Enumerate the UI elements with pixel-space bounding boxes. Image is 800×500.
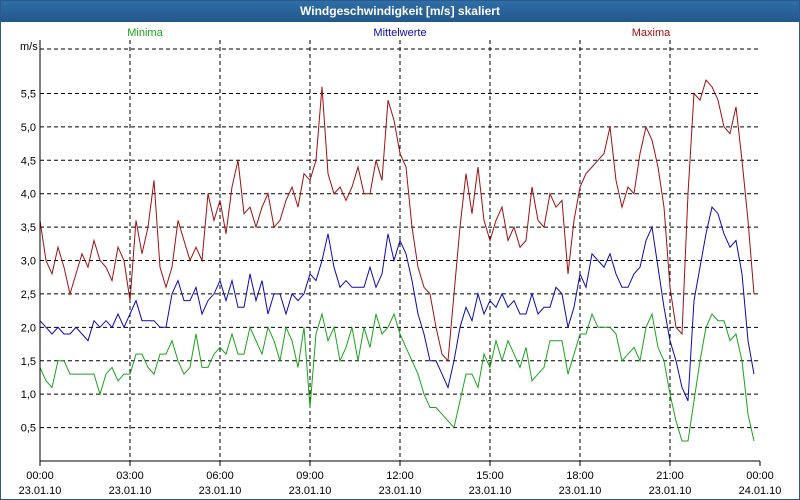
legend-minima: Minima [127, 27, 163, 39]
x-tick-date: 23.01.10 [19, 485, 62, 497]
y-tick-label: 3,5 [21, 222, 36, 234]
series-layer [39, 79, 755, 442]
x-tick-date: 23.01.10 [559, 485, 602, 497]
x-tick-time: 12:00 [386, 470, 414, 482]
x-tick-time: 06:00 [206, 470, 234, 482]
grid-layer [40, 40, 760, 461]
x-tick-time: 09:00 [296, 470, 324, 482]
x-tick-date: 23.01.10 [199, 485, 242, 497]
y-tick-label: 1,5 [21, 356, 36, 368]
x-tick-time: 21:00 [656, 470, 684, 482]
x-tick-date: 23.01.10 [109, 485, 152, 497]
axes-layer: 0,5 1,0 1,5 2,0 2,5 3,0 3,5 4,0 4,5 5,0 5,5 00:00 23… [19, 40, 782, 497]
y-tick-label: 2,5 [21, 289, 36, 301]
series-line-minima [39, 312, 755, 442]
x-tick-time: 18:00 [566, 470, 594, 482]
y-tick-label: 5,5 [21, 88, 36, 100]
y-tick-label: 1,0 [21, 389, 36, 401]
x-tick-date: 23.01.10 [379, 485, 422, 497]
x-tick-time: 03:00 [116, 470, 144, 482]
y-tick-label: 0,5 [21, 423, 36, 435]
y-tick-label: 2,0 [21, 322, 36, 334]
legend-maxima: Maxima [632, 27, 671, 39]
x-tick-date: 23.01.10 [469, 485, 512, 497]
y-tick-label: 4,5 [21, 155, 36, 167]
x-tick-time: 00:00 [746, 470, 774, 482]
window-title: Windgeschwindigkeit [m/s] skaliert [1, 1, 799, 22]
y-tick-label: 5,0 [21, 122, 36, 134]
legend-mittelwerte: Mittelwerte [373, 27, 426, 39]
y-tick-label: 3,0 [21, 256, 36, 268]
x-tick-date: 23.01.10 [289, 485, 332, 497]
x-tick-date: 23.01.10 [649, 485, 692, 497]
x-tick-time: 15:00 [476, 470, 504, 482]
y-tick-label: 4,0 [21, 189, 36, 201]
series-line-mittelwerte [39, 206, 755, 402]
series-line-maxima [39, 79, 755, 362]
x-tick-date: 24.01.10 [739, 485, 782, 497]
x-tick-time: 00:00 [26, 470, 54, 482]
y-axis-unit-label: m/s [20, 41, 38, 53]
